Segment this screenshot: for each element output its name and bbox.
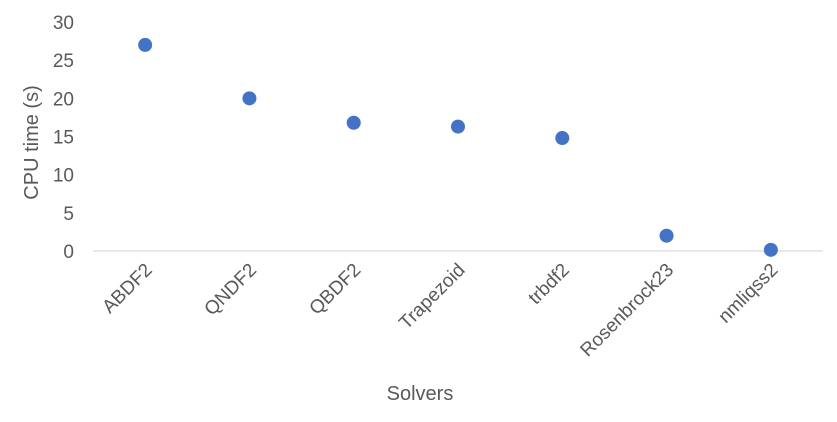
y-tick-label: 30 bbox=[53, 13, 74, 34]
data-point-trbdf2 bbox=[555, 131, 570, 146]
y-tick-label: 5 bbox=[63, 204, 74, 225]
y-tick-label: 15 bbox=[53, 128, 74, 149]
y-tick-label: 0 bbox=[63, 242, 74, 263]
x-tick-label: trbdf2 bbox=[525, 260, 574, 309]
x-tick-label: Rosenbrock23 bbox=[577, 260, 678, 361]
y-tick-label: 25 bbox=[53, 51, 74, 72]
x-tick-label: QBDF2 bbox=[306, 260, 366, 320]
x-tick-label: ABDF2 bbox=[99, 260, 157, 318]
y-axis-ticks: 0 5 10 15 20 25 30 bbox=[53, 13, 74, 263]
data-point-nmliqss2 bbox=[763, 242, 778, 257]
x-axis-ticks: ABDF2 QNDF2 QBDF2 Trapezoid trbdf2 Rosenbrock… bbox=[99, 260, 783, 361]
data-point-qndf2 bbox=[242, 91, 257, 106]
x-tick-label: nmliqss2 bbox=[715, 260, 783, 328]
data-point-rosenbrock23 bbox=[659, 228, 674, 243]
y-axis-title: CPU time (s) bbox=[21, 85, 43, 199]
x-tick-label: QNDF2 bbox=[201, 260, 261, 320]
y-tick-label: 10 bbox=[53, 166, 74, 187]
data-point-abdf2 bbox=[138, 37, 153, 52]
x-tick-label: Trapezoid bbox=[395, 260, 469, 334]
data-point-qbdf2 bbox=[346, 115, 361, 130]
data-point-trapezoid bbox=[451, 119, 465, 134]
x-axis-title: Solvers bbox=[387, 383, 454, 405]
data-points bbox=[138, 37, 778, 257]
y-tick-label: 20 bbox=[53, 89, 74, 110]
